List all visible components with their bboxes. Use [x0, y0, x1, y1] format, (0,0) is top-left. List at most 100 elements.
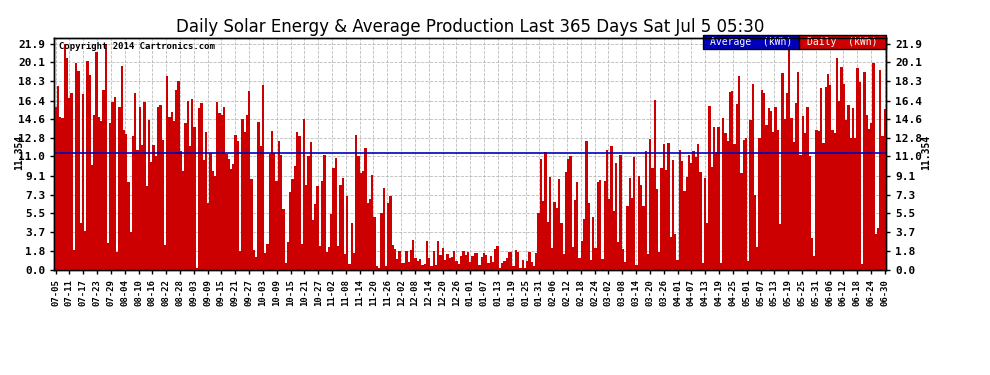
Bar [529, 252, 531, 270]
Bar [842, 84, 845, 270]
Bar [278, 141, 280, 270]
Bar [380, 213, 382, 270]
Text: Average  (kWh): Average (kWh) [710, 37, 792, 47]
Bar [116, 252, 118, 270]
Bar [622, 249, 624, 270]
FancyBboxPatch shape [703, 35, 799, 49]
Bar [63, 44, 66, 270]
Bar [590, 260, 592, 270]
Bar [665, 170, 667, 270]
Bar [870, 123, 872, 270]
Bar [627, 206, 629, 270]
Bar [445, 260, 446, 270]
Bar [706, 223, 708, 270]
Bar [282, 209, 284, 270]
Bar [606, 150, 608, 270]
Bar [496, 246, 499, 270]
Bar [851, 108, 854, 270]
Bar [61, 118, 63, 270]
Bar [280, 155, 282, 270]
Bar [275, 181, 278, 270]
Bar [483, 252, 485, 270]
Bar [455, 261, 457, 270]
Bar [84, 231, 86, 270]
Bar [536, 253, 538, 270]
Bar [604, 181, 606, 270]
Bar [576, 182, 578, 270]
Bar [832, 130, 834, 270]
Bar [344, 254, 346, 270]
Bar [242, 119, 244, 270]
Bar [417, 261, 419, 270]
Bar [287, 242, 289, 270]
Bar [175, 90, 177, 270]
Bar [410, 250, 412, 270]
Bar [248, 90, 250, 270]
Bar [235, 135, 237, 270]
Bar [233, 164, 235, 270]
Bar [544, 152, 546, 270]
Bar [485, 255, 487, 270]
Bar [508, 252, 510, 270]
Bar [734, 144, 736, 270]
Bar [865, 115, 868, 270]
Bar [478, 265, 480, 270]
Bar [788, 50, 790, 270]
Bar [266, 244, 268, 270]
Bar [697, 144, 699, 270]
Bar [301, 244, 303, 270]
Bar [457, 264, 460, 270]
Bar [135, 93, 137, 270]
Bar [102, 90, 105, 270]
Bar [132, 136, 135, 270]
Bar [105, 44, 107, 270]
Bar [324, 155, 326, 270]
Bar [239, 251, 242, 270]
Text: 11.354: 11.354 [15, 135, 25, 170]
Bar [362, 171, 364, 270]
Bar [797, 72, 800, 270]
Bar [679, 150, 681, 270]
Bar [820, 88, 823, 270]
Bar [802, 116, 804, 270]
Bar [408, 262, 410, 270]
Bar [656, 189, 658, 270]
Bar [152, 145, 154, 270]
Bar [442, 248, 445, 270]
Bar [884, 109, 886, 270]
Text: Copyright 2014 Cartronics.com: Copyright 2014 Cartronics.com [58, 42, 215, 51]
Bar [695, 157, 697, 270]
Bar [699, 172, 702, 270]
Bar [373, 217, 375, 270]
Bar [515, 251, 517, 270]
Bar [811, 238, 813, 270]
Bar [79, 223, 82, 270]
Bar [314, 204, 317, 270]
Bar [546, 222, 548, 270]
Bar [667, 143, 669, 270]
Bar [578, 258, 581, 270]
Bar [385, 266, 387, 270]
Bar [56, 86, 59, 270]
Bar [412, 240, 415, 270]
Bar [874, 234, 877, 270]
Bar [672, 160, 674, 270]
Bar [364, 148, 366, 270]
Bar [758, 138, 760, 270]
Bar [196, 268, 198, 270]
Bar [501, 263, 503, 270]
Bar [510, 252, 513, 270]
Bar [702, 262, 704, 270]
Bar [858, 82, 861, 270]
Bar [291, 179, 294, 270]
Bar [790, 118, 793, 270]
Bar [767, 108, 770, 270]
Bar [492, 262, 494, 270]
Bar [615, 163, 617, 270]
Bar [669, 237, 672, 270]
Bar [89, 75, 91, 270]
Bar [440, 255, 442, 270]
Bar [713, 128, 715, 270]
Bar [335, 158, 337, 270]
Bar [708, 106, 711, 270]
